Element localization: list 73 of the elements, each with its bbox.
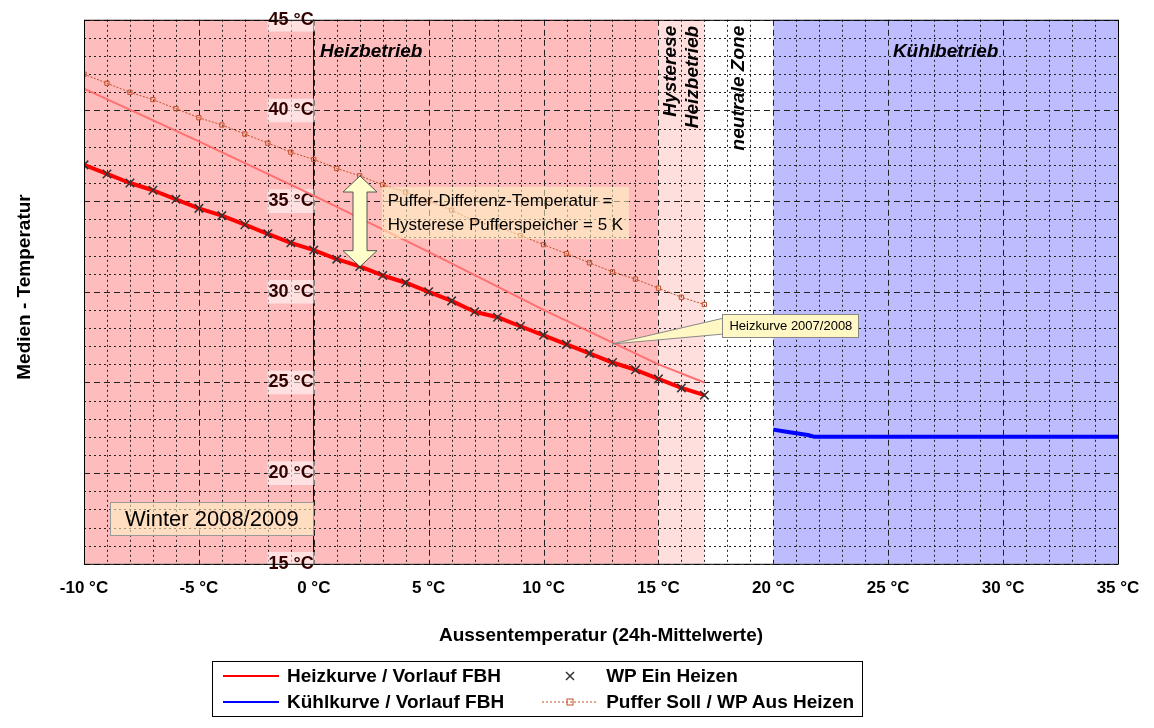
x-tick-label: 35 °C xyxy=(1096,577,1140,597)
point xyxy=(265,140,271,146)
band-label: Hysterese Heizbetrieb xyxy=(658,25,702,129)
point xyxy=(607,357,618,368)
point xyxy=(104,80,110,86)
x-tick-label: 0 °C xyxy=(297,577,331,597)
point xyxy=(492,312,503,323)
x-tick-label: 30 °C xyxy=(981,577,1025,597)
legend-label: Puffer Soll / WP Aus Heizen xyxy=(606,691,855,713)
point xyxy=(380,182,386,188)
point xyxy=(311,156,317,163)
point xyxy=(630,364,641,375)
legend-label: Heizkurve / Vorlauf FBH xyxy=(287,665,501,687)
band-label: Kühlbetrieb xyxy=(892,39,999,61)
point xyxy=(242,131,248,137)
point xyxy=(538,330,549,341)
point xyxy=(150,96,156,103)
point xyxy=(676,382,687,393)
x-tick-label: 5 °C xyxy=(412,577,446,597)
point xyxy=(170,194,181,205)
y-tick-label: 30 °C xyxy=(268,280,314,301)
point xyxy=(196,115,202,121)
point xyxy=(193,203,204,214)
point xyxy=(285,237,296,248)
point xyxy=(377,270,388,281)
point xyxy=(584,348,595,359)
x-axis-title: Aussentemperatur (24h-Mittelwerte) xyxy=(438,623,764,645)
point xyxy=(446,295,457,306)
legend-label: Kühlkurve / Vorlauf FBH xyxy=(287,691,505,713)
y-tick-label: 20 °C xyxy=(268,462,314,483)
point xyxy=(308,245,319,256)
y-axis-title: Medien - Temperatur xyxy=(13,194,35,380)
band-label: neutrale Zone xyxy=(727,25,749,151)
point xyxy=(334,165,340,172)
point xyxy=(288,149,294,155)
y-tick-label: 25 °C xyxy=(268,371,314,392)
point xyxy=(331,254,342,265)
point xyxy=(655,285,662,291)
point xyxy=(262,228,273,239)
point xyxy=(423,286,434,297)
annotation: Puffer-Differenz-Temperatur = Hysterese Pufferspeicher = 5 K xyxy=(381,187,630,240)
point xyxy=(632,276,639,282)
annotation: Winter 2008/2009 xyxy=(110,501,314,536)
point xyxy=(469,306,480,317)
point xyxy=(124,178,135,188)
band-label: Heizbetrieb xyxy=(320,39,423,61)
point xyxy=(701,301,708,308)
point xyxy=(586,260,593,266)
point xyxy=(653,373,664,384)
point xyxy=(540,242,547,248)
point xyxy=(400,277,411,288)
point xyxy=(173,106,179,112)
annotation: Heizkurve 2007/2008 xyxy=(722,314,860,339)
point xyxy=(219,122,225,128)
y-tick-label: 40 °C xyxy=(268,99,314,120)
legend-label: WP Ein Heizen xyxy=(606,665,738,687)
point xyxy=(699,390,710,401)
point xyxy=(147,185,158,196)
point xyxy=(515,321,526,332)
x-tick-label: -5 °C xyxy=(179,577,219,597)
point xyxy=(127,89,133,95)
x-tick-label: -10 °C xyxy=(59,577,109,597)
point xyxy=(561,339,572,350)
point xyxy=(216,210,227,221)
point xyxy=(678,294,685,300)
x-tick-label: 25 °C xyxy=(866,577,910,597)
x-tick-label: 20 °C xyxy=(751,577,795,597)
point xyxy=(609,269,616,275)
x-tick-label: 15 °C xyxy=(637,577,680,597)
point xyxy=(239,219,250,230)
point xyxy=(101,168,112,179)
point xyxy=(563,251,570,257)
x-tick-label: 10 °C xyxy=(522,577,565,597)
